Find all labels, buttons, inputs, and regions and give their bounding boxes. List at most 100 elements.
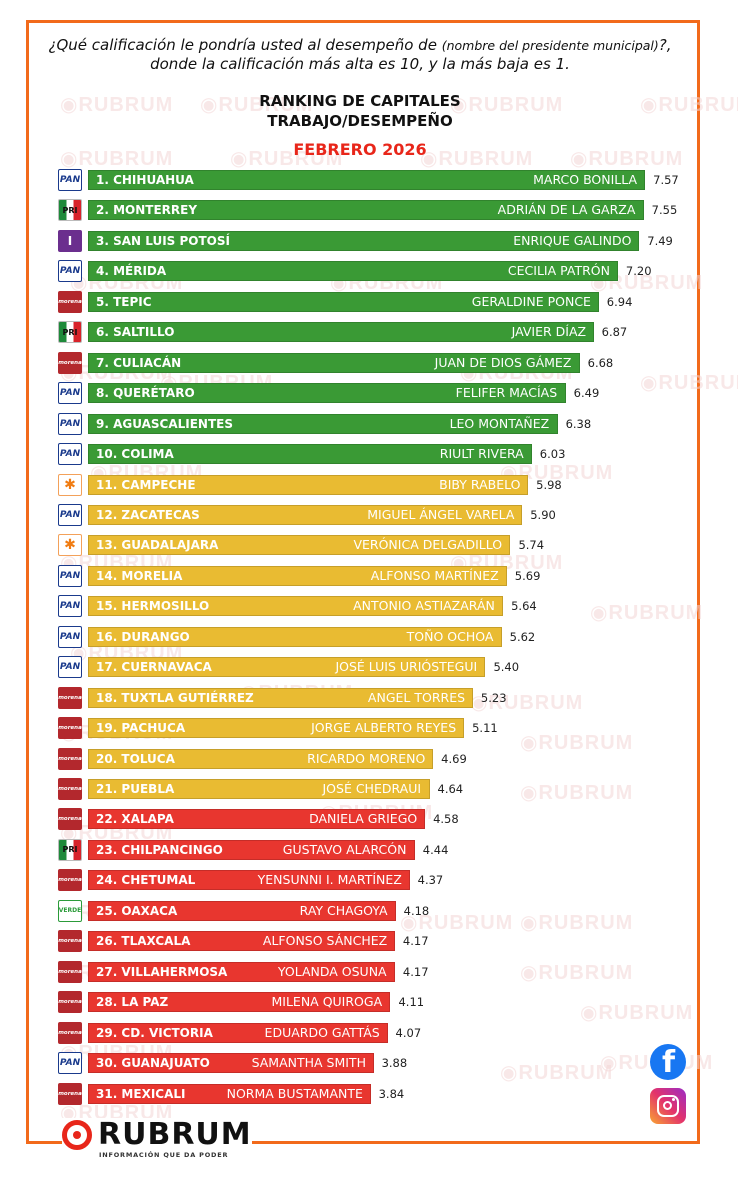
score-label: 5.90 xyxy=(530,507,556,522)
mayor-name: RIULT RIVERA xyxy=(439,446,524,462)
bar xyxy=(88,657,486,678)
party-logo-morena-icon: morena xyxy=(58,686,82,709)
bar xyxy=(88,444,532,465)
score-label: 5.40 xyxy=(493,660,520,675)
bar xyxy=(88,291,599,312)
city-label: 26. TLAXCALA xyxy=(96,934,191,949)
city-label: 5. TEPIC xyxy=(96,294,152,309)
party-logo-morena-icon: morena xyxy=(58,808,82,831)
watermark-text: ◉RUBRUM xyxy=(420,148,534,170)
score-label: 5.69 xyxy=(514,568,541,583)
city-label: 9. AGUASCALIENTES xyxy=(96,416,233,431)
city-label: 10. COLIMA xyxy=(96,447,174,462)
score-label: 4.64 xyxy=(437,782,464,796)
chart-title: RANKING DE CAPITALES xyxy=(259,92,461,110)
city-label: 23. CHILPANCINGO xyxy=(96,842,223,857)
party-logo-pan-icon: PAN xyxy=(58,260,82,283)
bar xyxy=(88,626,502,647)
city-label: 28. LA PAZ xyxy=(96,995,169,1010)
bar xyxy=(88,961,395,982)
question-part2: ?, donde la calificación más alta es 10,… xyxy=(150,36,672,73)
bar xyxy=(88,170,646,190)
mayor-name: DANIELA GRIEGO xyxy=(309,811,418,827)
score-label: 5.98 xyxy=(536,477,562,492)
watermark-text: ◉RUBRUM xyxy=(590,272,704,294)
city-label: 19. PACHUCA xyxy=(96,721,186,736)
mayor-name: NORMA BUSTAMANTE xyxy=(226,1085,363,1101)
score-label: 7.55 xyxy=(651,203,678,218)
watermark-text: ◉RUBRUM xyxy=(520,912,634,934)
bar xyxy=(88,565,507,586)
chart-date: FEBRERO 2026 xyxy=(293,140,427,159)
brand-logo: RUBRUM INFORMACIÓN QUE DA PODER xyxy=(62,1118,252,1162)
score-label: 5.64 xyxy=(511,599,537,614)
city-label: 30. GUANAJUATO xyxy=(96,1056,210,1071)
score-label: 4.18 xyxy=(403,903,430,918)
party-logo-morena-icon: morena xyxy=(58,1082,82,1105)
score-label: 7.57 xyxy=(653,173,679,187)
score-label: 6.49 xyxy=(573,386,600,401)
watermark-text: ◉RUBRUM xyxy=(450,94,564,116)
city-label: 13. GUADALAJARA xyxy=(96,538,219,553)
mayor-name: JUAN DE DIOS GÁMEZ xyxy=(434,354,572,370)
mayor-name: BIBY RABELO xyxy=(439,476,521,492)
mayor-name: MIGUEL ÁNGEL VARELA xyxy=(367,506,515,522)
city-label: 4. MÉRIDA xyxy=(96,264,167,279)
facebook-icon[interactable]: f xyxy=(650,1044,686,1080)
bar xyxy=(88,535,511,556)
bar xyxy=(88,322,594,343)
watermark-text: ◉RUBRUM xyxy=(60,148,174,170)
mayor-name: ALFONSO SÁNCHEZ xyxy=(262,933,388,949)
city-label: 14. MORELIA xyxy=(96,568,183,583)
watermark-text: ◉RUBRUM xyxy=(590,602,704,624)
score-label: 7.49 xyxy=(647,233,673,248)
watermark-text: ◉RUBRUM xyxy=(400,912,514,934)
city-label: 8. QUERÉTARO xyxy=(96,386,195,401)
instagram-icon[interactable] xyxy=(650,1088,686,1124)
party-logo-ind-icon: I xyxy=(58,229,82,252)
party-logo-pan-icon: PAN xyxy=(58,656,82,679)
mayor-name: JAVIER DÍAZ xyxy=(511,324,587,340)
watermark-text: ◉RUBRUM xyxy=(60,94,174,116)
mayor-name: ANTONIO ASTIAZARÁN xyxy=(353,598,495,614)
bar xyxy=(88,718,465,739)
question-part1: ¿Qué calificación le pondría usted al de… xyxy=(48,36,437,54)
party-logo-morena-icon: morena xyxy=(58,717,82,740)
city-label: 27. VILLAHERMOSA xyxy=(96,964,228,979)
score-label: 4.11 xyxy=(398,995,425,1010)
mayor-name: CECILIA PATRÓN xyxy=(507,263,610,279)
bar xyxy=(88,413,558,434)
city-label: 15. HERMOSILLO xyxy=(96,599,210,614)
mayor-name: MILENA QUIROGA xyxy=(271,994,383,1010)
city-label: 24. CHETUMAL xyxy=(96,873,196,888)
watermark-text: ◉RUBRUM xyxy=(580,1002,694,1024)
party-logo-morena-icon: morena xyxy=(58,351,82,374)
city-label: 12. ZACATECAS xyxy=(96,507,200,522)
watermark-text: ◉RUBRUM xyxy=(200,94,314,116)
party-logo-morena-icon: morena xyxy=(58,991,82,1014)
party-logo-pan-icon: PAN xyxy=(58,503,82,526)
mayor-name: SAMANTHA SMITH xyxy=(251,1055,366,1071)
score-label: 4.07 xyxy=(395,1025,422,1040)
bar xyxy=(88,474,529,495)
survey-question: ¿Qué calificación le pondría usted al de… xyxy=(40,36,680,74)
bar xyxy=(88,870,410,891)
mayor-name: EDUARDO GATTÁS xyxy=(264,1024,380,1040)
brand-ring-icon xyxy=(62,1120,92,1150)
bar xyxy=(88,1022,388,1043)
bar xyxy=(88,504,523,525)
city-label: 31. MEXICALI xyxy=(96,1086,186,1101)
score-label: 6.68 xyxy=(587,355,614,370)
score-label: 3.84 xyxy=(378,1086,405,1101)
watermark-text: ◉RUBRUM xyxy=(500,1062,614,1084)
brand-tagline: INFORMACIÓN QUE DA PODER xyxy=(99,1151,229,1159)
bar xyxy=(88,900,396,921)
party-logo-pan-icon: PAN xyxy=(58,443,82,466)
bar xyxy=(88,383,566,404)
score-label: 7.20 xyxy=(625,264,652,279)
score-label: 4.17 xyxy=(402,964,429,979)
watermark-text: ◉RUBRUM xyxy=(470,692,584,714)
party-logo-pan-icon: PAN xyxy=(58,412,82,435)
bar xyxy=(88,230,640,251)
mayor-name: TOÑO OCHOA xyxy=(406,628,494,644)
